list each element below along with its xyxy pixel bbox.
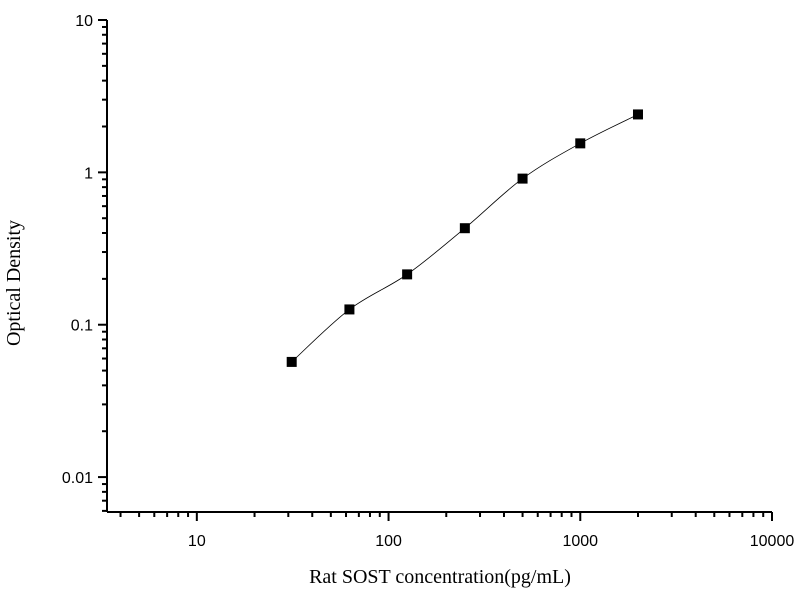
- fit-curve-group: [291, 114, 639, 363]
- axes: 10 100 1000 10000 0.01 0.1 1 10: [62, 13, 794, 550]
- x-tick-label: 10: [188, 533, 206, 550]
- data-point: [402, 269, 413, 280]
- data-point: [575, 138, 586, 149]
- x-tick-label: 10000: [750, 533, 795, 550]
- y-tick-label: 0.1: [71, 318, 93, 335]
- data-point: [517, 173, 528, 184]
- data-point: [344, 304, 355, 315]
- y-tick-label: 0.01: [62, 470, 93, 487]
- x-axis-title: Rat SOST concentration(pg/mL): [309, 566, 571, 588]
- y-axis-title: Optical Density: [3, 220, 25, 346]
- y-tick-label: 1: [84, 165, 93, 182]
- data-point: [286, 356, 297, 367]
- x-tick-label: 100: [375, 533, 402, 550]
- data-point: [632, 109, 643, 120]
- x-tick-label: 1000: [562, 533, 598, 550]
- fit-curve: [291, 114, 639, 363]
- data-points: [286, 109, 643, 367]
- data-point: [459, 223, 470, 234]
- y-tick-label: 10: [75, 13, 93, 30]
